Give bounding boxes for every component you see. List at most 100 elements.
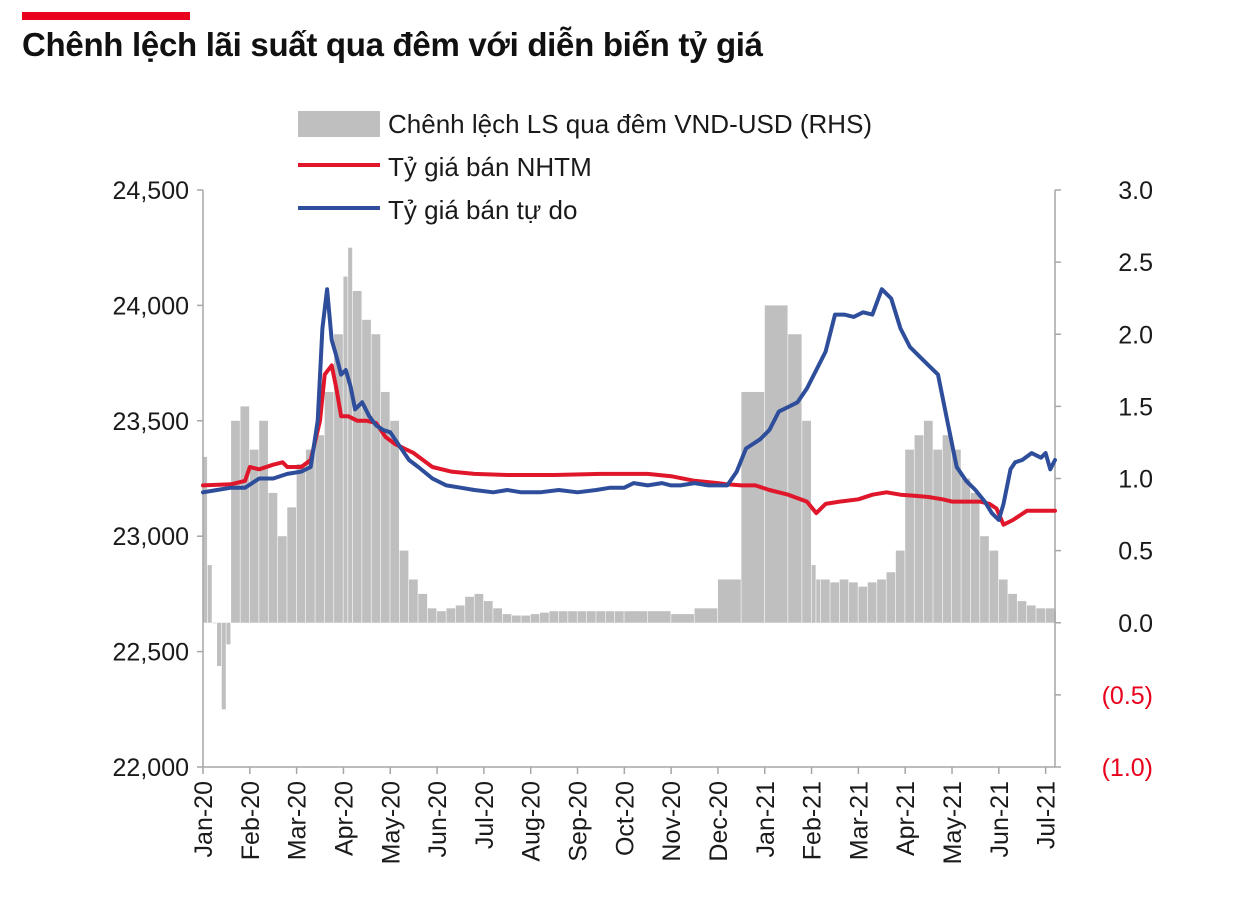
spread-bar bbox=[348, 247, 353, 623]
spread-bar bbox=[268, 492, 278, 623]
legend-label-free: Tỷ giá bán tự do bbox=[388, 195, 577, 225]
x-tick-label: Jan-21 bbox=[752, 781, 780, 857]
spread-bar bbox=[923, 420, 933, 623]
right-tick-label: (0.5) bbox=[1102, 682, 1153, 710]
spread-bar bbox=[540, 612, 549, 623]
spread-bar bbox=[408, 579, 418, 623]
spread-bar bbox=[455, 605, 465, 623]
left-tick-label: 22,000 bbox=[113, 754, 189, 782]
spread-bar bbox=[596, 611, 605, 623]
spread-bar bbox=[694, 608, 718, 623]
spread-bar bbox=[952, 449, 961, 623]
x-tick-label: Feb-21 bbox=[799, 781, 827, 860]
spread-bar bbox=[624, 611, 648, 623]
spread-bar bbox=[886, 572, 896, 623]
left-tick-label: 23,000 bbox=[113, 523, 189, 551]
spread-bar bbox=[212, 622, 217, 624]
spread-bar bbox=[914, 435, 924, 623]
spread-bar bbox=[1008, 593, 1017, 623]
title-accent-bar bbox=[22, 12, 190, 20]
x-tick-label: Jun-21 bbox=[986, 781, 1014, 857]
spread-bar bbox=[390, 420, 400, 623]
left-tick-label: 24,500 bbox=[113, 177, 189, 205]
legend-label-nhtm: Tỷ giá bán NHTM bbox=[388, 152, 592, 182]
spread-bar bbox=[259, 420, 268, 623]
x-tick-label: Jan-20 bbox=[190, 781, 218, 857]
x-tick-label: Sep-20 bbox=[565, 781, 593, 862]
x-tick-label: Apr-21 bbox=[892, 781, 920, 856]
spread-bar bbox=[380, 391, 390, 623]
spread-bar bbox=[895, 550, 905, 623]
spread-bar bbox=[839, 579, 849, 623]
spread-bar bbox=[614, 611, 624, 623]
spread-bar bbox=[371, 334, 381, 623]
x-tick-label: Nov-20 bbox=[658, 781, 686, 862]
left-tick-label: 22,500 bbox=[113, 639, 189, 667]
spread-bar bbox=[998, 579, 1008, 623]
spread-bar bbox=[226, 622, 231, 645]
spread-bar bbox=[820, 579, 830, 623]
spread-bar bbox=[961, 478, 971, 623]
spread-bar bbox=[530, 614, 540, 623]
spread-bar bbox=[568, 611, 577, 623]
right-tick-label: 1.0 bbox=[1118, 466, 1153, 494]
spread-bar bbox=[811, 565, 816, 623]
spread-bar bbox=[671, 614, 694, 623]
legend: Chênh lệch LS qua đêm VND-USD (RHS) Tỷ gi… bbox=[298, 109, 872, 225]
spread-bar bbox=[446, 608, 456, 623]
legend-bar-swatch bbox=[298, 111, 380, 137]
spread-bar bbox=[418, 593, 428, 623]
spread-bar bbox=[647, 611, 671, 623]
spread-bar bbox=[788, 334, 802, 623]
spread-bar bbox=[287, 507, 297, 623]
axes: 22,000 22,500 23,000 23,500 24,000 24,500 (1.0… bbox=[113, 177, 1153, 864]
spread-bar bbox=[511, 615, 521, 623]
spread-bar bbox=[717, 579, 741, 623]
spread-bar bbox=[970, 492, 980, 623]
chart-title: Chênh lệch lãi suất qua đêm với diễn biế… bbox=[22, 26, 763, 63]
spread-bar bbox=[1026, 605, 1036, 623]
spread-bar bbox=[334, 334, 343, 623]
spread-bar bbox=[362, 319, 371, 623]
x-tick-label: Apr-20 bbox=[330, 781, 358, 856]
spread-bar bbox=[858, 586, 868, 623]
spread-bar bbox=[867, 582, 877, 623]
spread-bar bbox=[207, 565, 212, 623]
spread-bar bbox=[217, 622, 222, 667]
x-tick-label: Aug-20 bbox=[518, 781, 546, 862]
spread-bar bbox=[277, 536, 287, 623]
right-tick-label: (1.0) bbox=[1102, 754, 1153, 782]
spread-bar bbox=[231, 420, 240, 623]
spread-bar bbox=[549, 611, 559, 623]
spread-bar bbox=[493, 608, 503, 623]
x-tick-label: Dec-20 bbox=[705, 781, 733, 862]
x-tick-label: Mar-21 bbox=[845, 781, 873, 860]
spread-bar bbox=[427, 608, 437, 623]
spread-bar bbox=[816, 579, 821, 623]
right-tick-label: 0.5 bbox=[1118, 538, 1153, 566]
spread-bar bbox=[905, 449, 914, 623]
spread-bar bbox=[315, 435, 325, 623]
spread-bar bbox=[437, 611, 446, 623]
right-tick-label: 0.0 bbox=[1118, 610, 1153, 638]
spread-bar bbox=[324, 391, 334, 623]
legend-label-spread: Chênh lệch LS qua đêm VND-USD (RHS) bbox=[388, 109, 872, 139]
spread-bar bbox=[586, 611, 596, 623]
free-rate-line bbox=[201, 287, 1057, 522]
right-tick-label: 2.0 bbox=[1118, 321, 1153, 349]
spread-bar bbox=[877, 579, 886, 623]
x-tick-label: Jul-21 bbox=[1033, 781, 1061, 849]
x-tick-label: Jun-20 bbox=[424, 781, 452, 857]
spread-bar bbox=[942, 435, 952, 623]
spread-bar bbox=[221, 622, 226, 710]
spread-bar bbox=[605, 611, 615, 623]
spread-bar bbox=[577, 611, 587, 623]
spread-bar bbox=[1045, 608, 1055, 623]
left-tick-label: 23,500 bbox=[113, 408, 189, 436]
right-tick-label: 1.5 bbox=[1118, 393, 1153, 421]
spread-bar bbox=[203, 456, 208, 623]
spread-bar bbox=[352, 290, 362, 623]
spread-bar bbox=[849, 582, 858, 623]
x-tick-label: Mar-20 bbox=[284, 781, 312, 860]
